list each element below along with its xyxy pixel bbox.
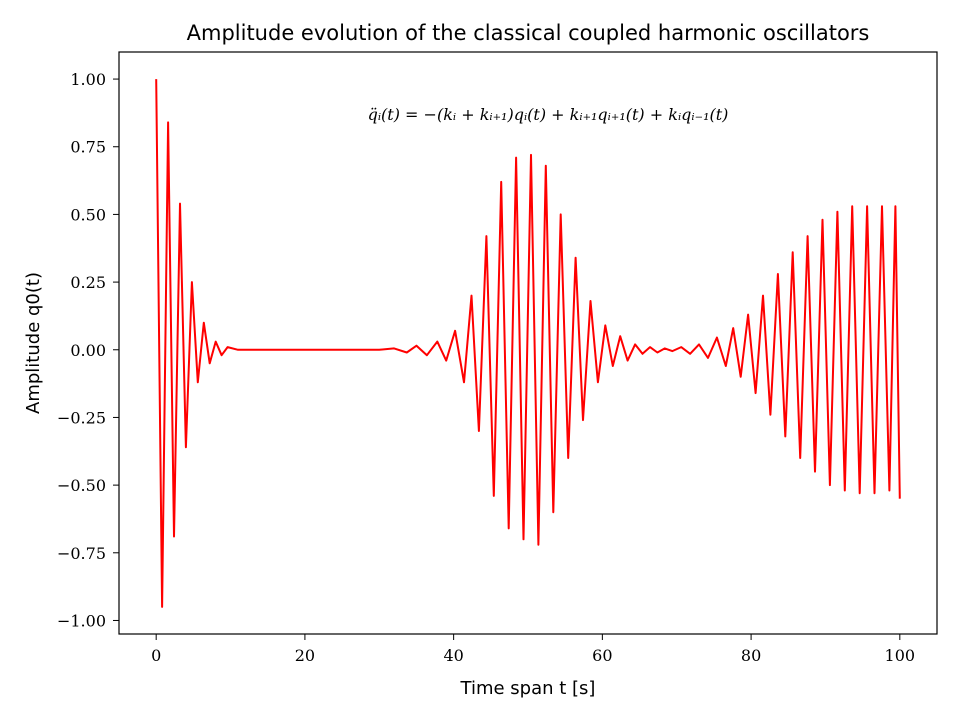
x-tick-label: 20 — [295, 646, 315, 665]
y-tick-label: −0.50 — [57, 476, 106, 495]
equation-annotation: q̈ᵢ(t) = −(kᵢ + kᵢ₊₁)qᵢ(t) + kᵢ₊₁qᵢ₊₁(t)… — [368, 105, 729, 124]
y-tick-label: 0.25 — [70, 273, 106, 292]
y-tick-label: −0.25 — [57, 408, 106, 427]
x-tick-label: 80 — [741, 646, 761, 665]
x-axis: 0 20 40 60 80 100 — [151, 634, 915, 665]
chart-title: Amplitude evolution of the classical cou… — [187, 21, 870, 45]
x-tick-label: 60 — [592, 646, 612, 665]
y-tick-label: 0.50 — [70, 205, 106, 224]
series-layer — [155, 79, 901, 608]
x-tick-label: 100 — [885, 646, 916, 665]
y-tick-label: −1.00 — [57, 611, 106, 630]
y-tick-label: −0.75 — [57, 544, 106, 563]
x-tick-label: 0 — [151, 646, 161, 665]
y-tick-label: 0.75 — [70, 138, 106, 157]
y-axis-label: Amplitude q0(t) — [23, 272, 44, 414]
amplitude-series-line — [155, 79, 901, 608]
axes-frame — [118, 51, 938, 635]
x-tick-label: 40 — [443, 646, 463, 665]
y-tick-label: 1.00 — [70, 70, 106, 89]
x-axis-label: Time span t [s] — [460, 678, 596, 699]
plot-area — [118, 51, 938, 635]
y-axis: −1.00 −0.75 −0.50 −0.25 0.00 0.25 0.50 0.75 1.00 — [57, 70, 119, 630]
y-tick-label: 0.00 — [70, 341, 106, 360]
